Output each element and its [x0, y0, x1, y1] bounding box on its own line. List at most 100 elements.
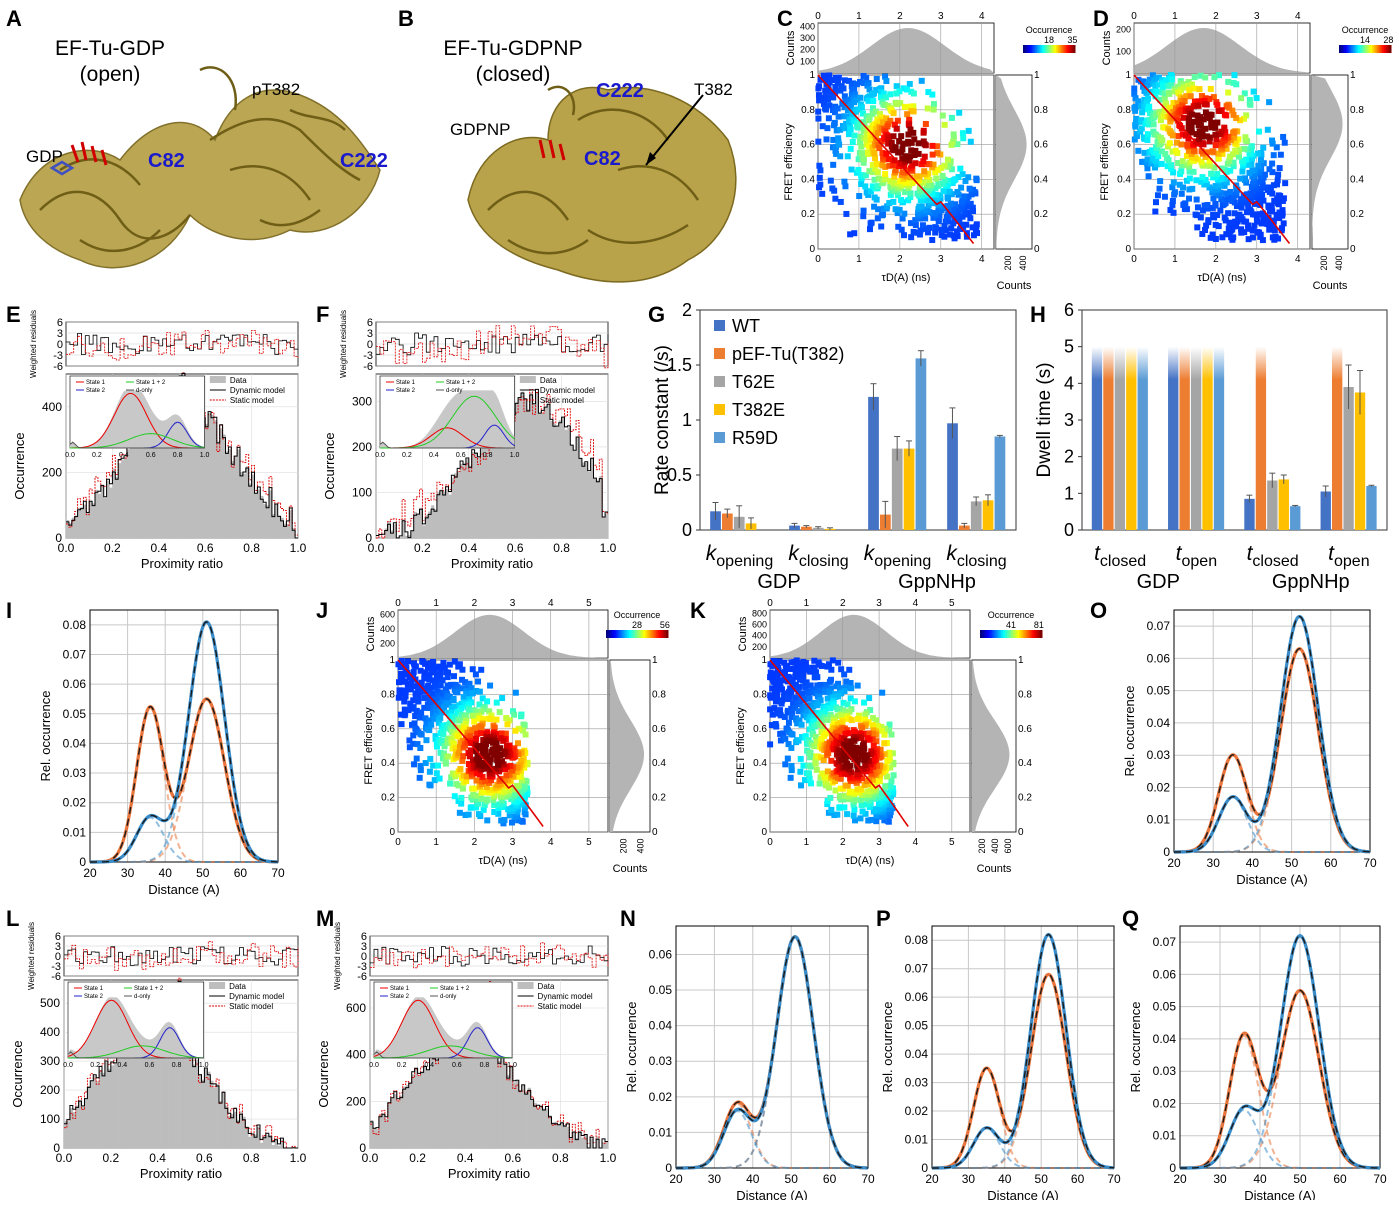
legend-label: Data — [229, 982, 246, 991]
right-hist-label: Counts — [977, 863, 1012, 875]
density-cell — [1145, 131, 1151, 137]
density-cell — [1157, 186, 1163, 192]
y-tick-label: 0.06 — [1153, 967, 1177, 981]
y-tick-label: 0 — [359, 1141, 366, 1155]
y-tick-label-right: 0.6 — [1018, 724, 1032, 735]
density-cell — [824, 136, 830, 142]
right-hist-label: Counts — [613, 863, 648, 875]
x-tick-label: 30 — [1213, 1172, 1227, 1186]
inset-tick-label: 0.0 — [369, 1062, 379, 1069]
density-cell — [941, 188, 947, 194]
bar-T62E — [1115, 347, 1125, 530]
data-bar — [98, 494, 101, 538]
c222-label-a: C222 — [340, 150, 388, 173]
x-axis-label: τD(A) (ns) — [479, 855, 528, 867]
bar-WT — [1092, 347, 1102, 530]
data-bar — [105, 1062, 108, 1148]
x-tick-label: 60 — [823, 1172, 837, 1186]
x-axis-label: τD(A) (ns) — [846, 855, 895, 867]
density-cell — [870, 98, 876, 104]
density-cell — [1213, 222, 1219, 228]
data-bar — [278, 1146, 281, 1148]
inset-tick-label: 0.6 — [145, 1062, 155, 1069]
density-cell — [931, 101, 937, 107]
density-cell — [1146, 104, 1152, 110]
density-cell — [838, 199, 844, 205]
y-tick-label: 200 — [42, 465, 62, 479]
density-cell — [1155, 192, 1161, 198]
y-tick-label: 0.01 — [1147, 813, 1171, 827]
x-tick-label: 0.4 — [149, 1151, 166, 1165]
density-cell — [417, 715, 423, 721]
density-cell — [901, 232, 907, 238]
density-cell — [1153, 199, 1159, 205]
y-tick-label-right: 0.2 — [1034, 209, 1048, 220]
y-tick-label: 100 — [40, 1112, 60, 1126]
density-cell — [806, 770, 812, 776]
density-cell — [856, 193, 862, 199]
data-bar — [540, 1106, 543, 1148]
density-cell — [908, 190, 914, 196]
density-cell — [1205, 217, 1211, 223]
x-tick-label: 0.6 — [504, 1151, 521, 1165]
density-cell — [925, 105, 931, 111]
group-label: kopening — [864, 542, 931, 570]
density-cell — [882, 783, 888, 789]
inset-legend-label: State 1 + 2 — [446, 380, 476, 386]
data-bar — [108, 1069, 111, 1148]
x-tick-label-top: 1 — [433, 598, 439, 609]
density-cell — [837, 153, 843, 159]
density-cell — [1132, 108, 1138, 114]
density-cell — [1208, 121, 1214, 127]
density-cell — [426, 727, 432, 733]
data-bar — [417, 515, 420, 538]
density-cell — [869, 220, 875, 226]
data-bar — [515, 402, 518, 538]
density-cell — [825, 750, 831, 756]
data-bar — [427, 1069, 430, 1148]
data-bar — [99, 1070, 102, 1148]
data-bar — [440, 489, 443, 538]
data-bar — [557, 1124, 560, 1148]
data-bar — [403, 1087, 406, 1148]
density-cell — [768, 695, 774, 701]
density-cell — [1178, 168, 1184, 174]
y-tick-label: 400 — [40, 1025, 60, 1039]
y-axis-label: FRET efficiency — [1099, 123, 1111, 201]
density-cell — [966, 128, 972, 134]
inset-tick-label: 1.0 — [200, 452, 210, 459]
density-cell — [779, 701, 785, 707]
right-x-tick-label: 400 — [1334, 255, 1344, 270]
density-cell — [855, 716, 861, 722]
density-cell — [497, 709, 503, 715]
x-tick-label: 60 — [1333, 1172, 1347, 1186]
legend-swatch-data — [210, 376, 226, 383]
residual-tick-label: -6 — [51, 971, 61, 983]
model-line-orange — [1180, 991, 1380, 1169]
data-bar — [226, 451, 229, 538]
bar-pEFTuT382 — [1332, 347, 1342, 530]
y-tick-label-right: 0.8 — [1350, 105, 1364, 116]
density-cell — [828, 758, 834, 764]
density-cell — [470, 666, 476, 672]
density-cell — [871, 150, 877, 156]
x-tick-label: 30 — [962, 1172, 976, 1186]
data-bar — [124, 458, 127, 538]
legend-label: Data — [538, 982, 555, 991]
density-cell — [412, 720, 418, 726]
y-axis-label: Rate constant (/s) — [652, 345, 673, 495]
density-cell — [879, 728, 885, 734]
density-cell — [1210, 195, 1216, 201]
density-cell — [908, 234, 914, 240]
density-cell — [414, 756, 420, 762]
inset-tick-label: 0.6 — [456, 452, 466, 459]
density-cell — [902, 104, 908, 110]
right-x-tick-label: 200 — [977, 838, 987, 853]
data-bar — [513, 1082, 516, 1148]
bar-pEFTuT382 — [1103, 347, 1113, 530]
